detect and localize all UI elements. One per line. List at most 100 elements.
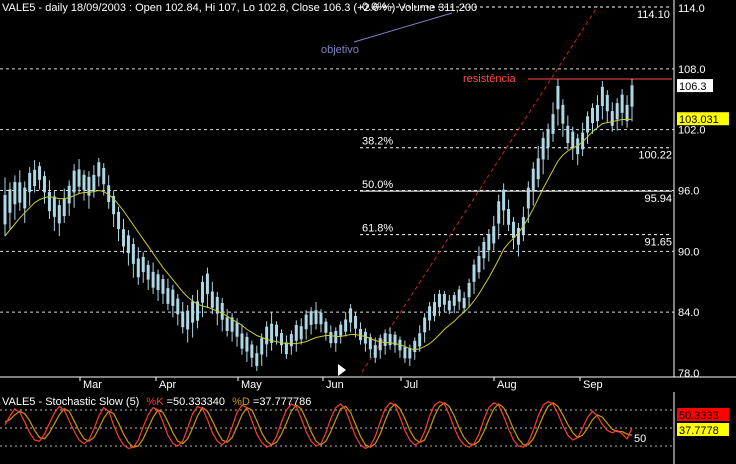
stochastic-panel: VALE5 - Stochastic Slow (5) %K =50.33334… <box>0 392 729 464</box>
candle-body <box>260 338 264 355</box>
candle-body <box>196 301 200 321</box>
stochastic-d-badge: 37.7778 <box>677 423 729 437</box>
price-tick-label: 102.0 <box>678 125 706 137</box>
candle-body <box>289 334 293 347</box>
candle-body <box>255 353 259 366</box>
candle-body <box>482 242 486 259</box>
candle-body <box>284 342 288 355</box>
candle-body <box>526 187 530 209</box>
candle-body <box>477 255 481 273</box>
price-candles <box>3 78 634 371</box>
trendlines <box>353 5 672 373</box>
stochastic-k-badge-bg <box>677 408 729 421</box>
candle-body <box>102 167 106 185</box>
candle-body <box>82 174 86 190</box>
candle-body <box>131 244 135 264</box>
candle-body <box>8 189 12 213</box>
price-panel: 0.0% 114.10 38.2% 100.22 50.0% 95.94 61.8% 91.6… <box>0 0 736 391</box>
stochastic-d-badge-text: 37.7778 <box>679 425 719 437</box>
fibonacci-price-label: 91.65 <box>644 237 672 249</box>
candle-body <box>270 323 274 343</box>
candle-body <box>77 169 81 187</box>
candle-body <box>354 315 358 329</box>
moving-average <box>4 118 633 351</box>
time-tick-label: Aug <box>497 379 517 391</box>
candle-body <box>433 302 437 316</box>
candle-body <box>47 191 51 212</box>
price-tick-label: 90.0 <box>678 246 699 258</box>
candle-body <box>566 125 570 144</box>
stochastic-k-line <box>4 400 633 450</box>
candle-body <box>487 233 491 251</box>
candle-body <box>62 198 66 217</box>
candle-body <box>275 324 279 337</box>
price-annotations: resistência objetivo 106.3 103.031 <box>321 44 729 376</box>
candle-body <box>3 194 7 225</box>
candle-body <box>502 189 506 211</box>
candle-body <box>112 195 116 215</box>
candle-body <box>334 331 338 344</box>
fibonacci-price-label: 95.94 <box>644 193 672 205</box>
candle-body <box>205 273 209 294</box>
candle-body <box>67 185 71 204</box>
candle-body <box>551 114 555 134</box>
time-tick-label: Sep <box>583 379 603 391</box>
candle-body <box>107 185 111 203</box>
candle-body <box>339 324 343 336</box>
time-axis-ticks: Mar Apr May Jun Jul Aug Sep <box>79 377 603 391</box>
moving-average-line <box>4 118 633 351</box>
candle-body <box>591 107 595 124</box>
last-price-badge-bg <box>677 79 713 93</box>
candle-body <box>492 226 496 244</box>
candle-body <box>625 104 629 122</box>
candle-body <box>161 279 165 294</box>
price-tick-label: 114.0 <box>678 3 705 15</box>
moving-average-badge-bg <box>677 112 729 126</box>
candle-body <box>319 312 323 325</box>
candle-body <box>586 116 590 133</box>
price-grid <box>0 68 674 313</box>
candle-body <box>18 182 22 203</box>
candle-body <box>220 302 224 320</box>
candle-body <box>452 295 456 306</box>
stochastic-k-badge-text: 50.3333 <box>679 410 719 422</box>
candle-body <box>166 288 170 304</box>
candle-body <box>541 138 545 160</box>
stochastic-k-label: %K <box>146 396 164 408</box>
candle-body <box>23 187 27 209</box>
candle-body <box>13 181 17 205</box>
candle-body <box>378 338 382 351</box>
candle-body <box>363 331 367 344</box>
candle-body <box>630 85 634 107</box>
candle-body <box>250 344 254 358</box>
candle-body <box>462 297 466 309</box>
candle-body <box>536 158 540 180</box>
price-tick-label: 96.0 <box>678 186 699 198</box>
candle-body <box>561 104 565 124</box>
candle-body <box>600 86 604 107</box>
price-tick-label: 78.0 <box>678 368 699 380</box>
price-chart-header: VALE5 - daily 18/09/2003 : Open 102.84, … <box>2 2 477 14</box>
candle-body <box>38 166 42 180</box>
candle-body <box>33 169 37 187</box>
candle-body <box>121 229 125 247</box>
candle-body <box>72 170 76 193</box>
candle-body <box>97 162 101 177</box>
stochastic-lines <box>0 400 674 450</box>
candle-body <box>265 326 269 345</box>
candle-body <box>240 333 244 349</box>
stochastic-header: VALE5 - Stochastic Slow (5) %K =50.33334… <box>2 396 311 408</box>
time-tick-label: Jul <box>404 379 418 391</box>
price-tick-label: 84.0 <box>678 307 699 319</box>
candle-body <box>28 172 32 193</box>
candle-body <box>235 322 239 337</box>
stochastic-d-label: %D <box>232 396 250 408</box>
candle-body <box>393 334 397 346</box>
candle-body <box>294 324 298 341</box>
candle-body <box>472 264 476 282</box>
fibonacci-price-label: 114.10 <box>637 9 670 21</box>
candle-body <box>408 347 412 359</box>
candle-body <box>531 168 535 191</box>
candle-body <box>373 345 377 358</box>
time-tick-label: Jun <box>326 379 344 391</box>
